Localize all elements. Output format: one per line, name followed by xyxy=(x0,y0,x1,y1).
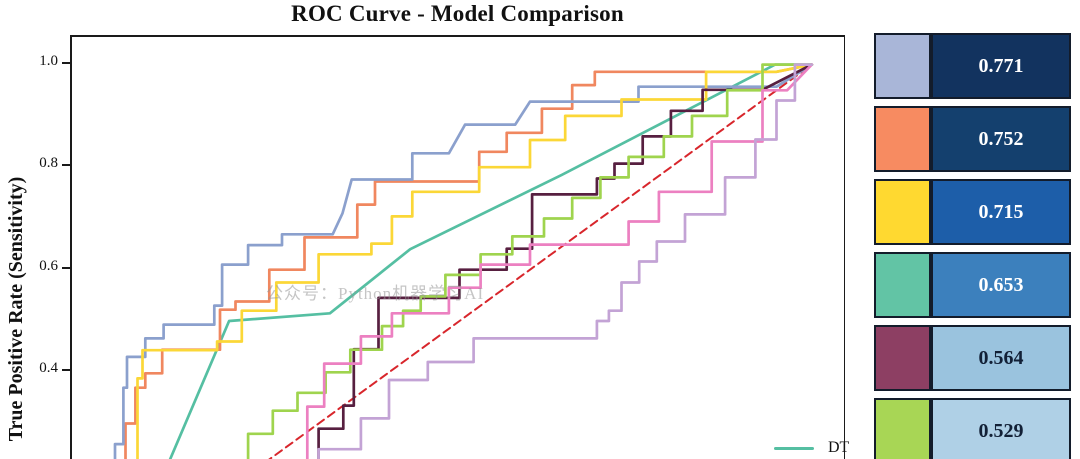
roc-curve-rf xyxy=(113,63,814,459)
roc-curve-plum xyxy=(317,63,814,459)
auc-row: 0.529 xyxy=(874,398,1071,459)
y-tick-label: 0.8 xyxy=(39,155,58,172)
chance-diagonal-line xyxy=(268,63,813,459)
auc-row: 0.752 xyxy=(874,106,1071,172)
roc-curve-gbdt xyxy=(124,63,814,459)
y-tick-mark xyxy=(62,369,70,372)
auc-row: 0.715 xyxy=(874,179,1071,245)
model-color-swatch xyxy=(874,179,931,245)
model-color-swatch xyxy=(874,252,931,318)
roc-curve-maroon xyxy=(317,63,814,459)
y-tick-label: 1.0 xyxy=(39,52,58,69)
auc-row: 0.771 xyxy=(874,33,1071,99)
auc-value-bar: 0.564 xyxy=(931,325,1071,391)
legend-line-swatch xyxy=(774,446,814,450)
auc-value-bar: 0.653 xyxy=(931,252,1071,318)
legend: DTGBDTRF xyxy=(774,436,872,459)
y-tick-label: 0.4 xyxy=(39,360,58,377)
model-color-swatch xyxy=(874,325,931,391)
model-color-swatch xyxy=(874,398,931,459)
roc-curves-canvas xyxy=(113,63,814,459)
roc-curve-yellow xyxy=(136,63,814,459)
auc-value-bar: 0.771 xyxy=(931,33,1071,99)
plot-area: DTGBDTRF xyxy=(70,35,849,459)
legend-label: DT xyxy=(828,439,850,456)
watermark-text: 公众号：Python机器学习AI xyxy=(266,284,485,303)
y-tick-mark xyxy=(62,164,70,167)
auc-row: 0.653 xyxy=(874,252,1071,318)
auc-value-bar: 0.715 xyxy=(931,179,1071,245)
y-tick-mark xyxy=(62,61,70,64)
legend-item-dt: DT xyxy=(774,436,872,459)
model-color-swatch xyxy=(874,33,931,99)
y-tick-label: 0.6 xyxy=(39,257,58,274)
chart-title: ROC Curve - Model Comparison xyxy=(291,1,624,26)
model-color-swatch xyxy=(874,106,931,172)
roc-curve-dt xyxy=(168,63,814,459)
auc-row: 0.564 xyxy=(874,325,1071,391)
auc-value-bar: 0.752 xyxy=(931,106,1071,172)
y-tick-mark xyxy=(62,266,70,269)
auc-value-bar: 0.529 xyxy=(931,398,1071,459)
roc-curve-pink xyxy=(305,63,814,459)
roc-curve-green xyxy=(246,63,814,459)
